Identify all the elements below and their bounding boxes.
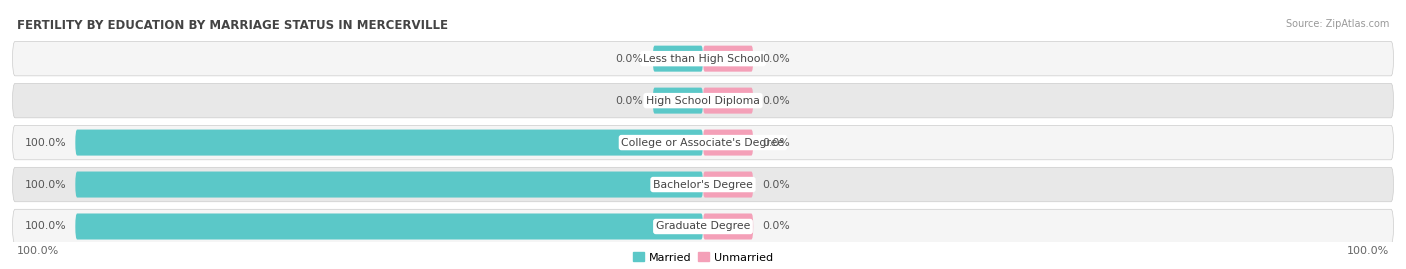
- FancyBboxPatch shape: [13, 125, 1393, 160]
- Text: 100.0%: 100.0%: [1347, 246, 1389, 256]
- Text: Source: ZipAtlas.com: Source: ZipAtlas.com: [1285, 19, 1389, 29]
- Text: 0.0%: 0.0%: [762, 95, 790, 106]
- FancyBboxPatch shape: [703, 88, 754, 114]
- Text: 0.0%: 0.0%: [762, 137, 790, 148]
- Text: 100.0%: 100.0%: [24, 179, 66, 190]
- FancyBboxPatch shape: [13, 167, 1393, 202]
- FancyBboxPatch shape: [703, 130, 754, 155]
- Legend: Married, Unmarried: Married, Unmarried: [628, 248, 778, 267]
- FancyBboxPatch shape: [703, 46, 754, 72]
- FancyBboxPatch shape: [76, 214, 703, 239]
- FancyBboxPatch shape: [652, 46, 703, 72]
- FancyBboxPatch shape: [13, 209, 1393, 244]
- FancyBboxPatch shape: [703, 214, 754, 239]
- Text: 100.0%: 100.0%: [24, 221, 66, 232]
- Text: 0.0%: 0.0%: [762, 221, 790, 232]
- Text: 0.0%: 0.0%: [616, 54, 644, 64]
- Text: 0.0%: 0.0%: [616, 95, 644, 106]
- FancyBboxPatch shape: [703, 172, 754, 197]
- Text: Less than High School: Less than High School: [643, 54, 763, 64]
- Text: 0.0%: 0.0%: [762, 179, 790, 190]
- Text: Bachelor's Degree: Bachelor's Degree: [652, 179, 754, 190]
- Text: Graduate Degree: Graduate Degree: [655, 221, 751, 232]
- Text: 100.0%: 100.0%: [17, 246, 59, 256]
- Text: FERTILITY BY EDUCATION BY MARRIAGE STATUS IN MERCERVILLE: FERTILITY BY EDUCATION BY MARRIAGE STATU…: [17, 19, 449, 32]
- FancyBboxPatch shape: [13, 41, 1393, 76]
- Text: 0.0%: 0.0%: [762, 54, 790, 64]
- Text: 100.0%: 100.0%: [24, 137, 66, 148]
- Text: High School Diploma: High School Diploma: [647, 95, 759, 106]
- FancyBboxPatch shape: [76, 130, 703, 155]
- FancyBboxPatch shape: [652, 88, 703, 114]
- Text: College or Associate's Degree: College or Associate's Degree: [621, 137, 785, 148]
- FancyBboxPatch shape: [76, 172, 703, 197]
- FancyBboxPatch shape: [13, 83, 1393, 118]
